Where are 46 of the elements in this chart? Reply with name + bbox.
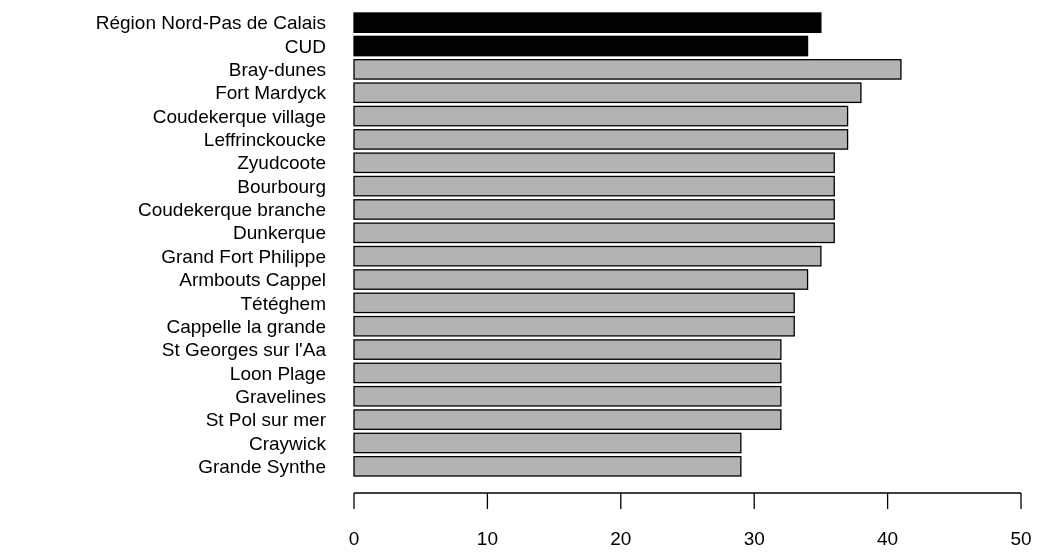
bar	[353, 82, 862, 104]
bar	[353, 175, 835, 197]
y-tick-label: Bourbourg	[237, 175, 326, 197]
x-tick-label: 50	[1010, 528, 1032, 549]
y-tick-label: Fort Mardyck	[215, 82, 327, 104]
bar	[353, 409, 782, 430]
y-tick-label: Leffrinckoucke	[203, 129, 326, 151]
bar	[353, 245, 822, 267]
bar	[353, 385, 782, 407]
y-tick-label: Gravelines	[235, 385, 326, 407]
bar	[353, 315, 795, 337]
bar	[353, 105, 849, 127]
x-tick-label: 10	[476, 528, 498, 549]
bar	[353, 12, 822, 34]
y-tick-label: Grande Synthe	[198, 455, 326, 477]
y-tick-label: Grand Fort Philippe	[161, 245, 326, 267]
bar	[353, 222, 835, 244]
bar	[353, 129, 849, 150]
y-tick-label: Armbouts Cappel	[179, 269, 326, 291]
bar	[353, 59, 902, 80]
y-tick-label: Région Nord-Pas de Calais	[95, 12, 326, 34]
y-tick-label: Cappelle la grande	[166, 315, 326, 337]
bar	[353, 455, 742, 477]
y-tick-label: CUD	[284, 35, 326, 57]
y-tick-label: Dunkerque	[233, 222, 326, 244]
y-tick-label: Bray-dunes	[228, 59, 326, 81]
bar	[353, 152, 835, 174]
bar	[353, 35, 809, 57]
x-tick-label: 40	[877, 528, 899, 549]
x-tick-label: 30	[743, 528, 765, 549]
y-tick-label: St Pol sur mer	[205, 409, 327, 431]
bar	[353, 339, 782, 360]
bar	[353, 432, 742, 454]
bar	[353, 199, 835, 220]
bar	[353, 362, 782, 384]
y-tick-label: Coudekerque village	[152, 105, 326, 127]
bar	[353, 292, 795, 314]
bar	[353, 269, 809, 290]
x-tick-label: 0	[348, 528, 360, 549]
x-tick-label: 20	[610, 528, 632, 549]
y-tick-label: Zyudcoote	[237, 152, 326, 174]
y-tick-label: St Georges sur l'Aa	[161, 339, 327, 361]
y-tick-label: Tétéghem	[240, 292, 326, 314]
y-tick-label: Craywick	[248, 432, 327, 454]
y-tick-label: Coudekerque branche	[137, 199, 326, 221]
y-tick-label: Loon Plage	[229, 362, 326, 384]
